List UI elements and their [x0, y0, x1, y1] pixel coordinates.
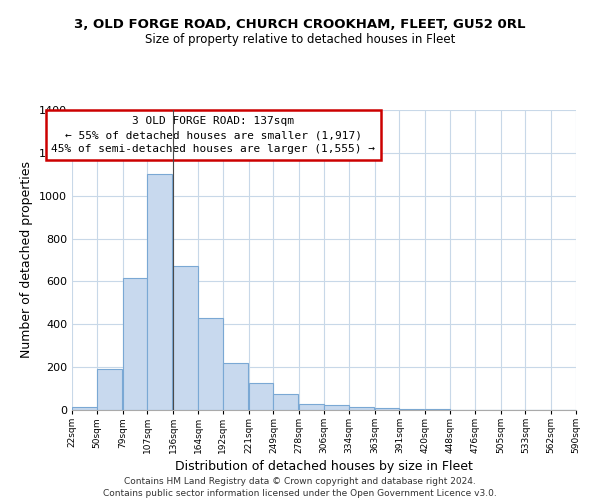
Bar: [374, 408, 400, 410]
Text: Contains public sector information licensed under the Open Government Licence v3: Contains public sector information licen…: [103, 489, 497, 498]
Text: 3, OLD FORGE ROAD, CHURCH CROOKHAM, FLEET, GU52 0RL: 3, OLD FORGE ROAD, CHURCH CROOKHAM, FLEE…: [74, 18, 526, 30]
X-axis label: Distribution of detached houses by size in Fleet: Distribution of detached houses by size …: [175, 460, 473, 473]
Text: Contains HM Land Registry data © Crown copyright and database right 2024.: Contains HM Land Registry data © Crown c…: [124, 478, 476, 486]
Bar: [223, 363, 248, 410]
Bar: [349, 408, 374, 410]
Bar: [400, 409, 424, 410]
Bar: [122, 278, 148, 410]
Bar: [248, 383, 274, 410]
Text: 3 OLD FORGE ROAD: 137sqm
← 55% of detached houses are smaller (1,917)
45% of sem: 3 OLD FORGE ROAD: 137sqm ← 55% of detach…: [51, 116, 375, 154]
Bar: [324, 404, 349, 410]
Bar: [97, 370, 122, 410]
Y-axis label: Number of detached properties: Number of detached properties: [20, 162, 34, 358]
Bar: [198, 318, 223, 410]
Bar: [148, 174, 172, 410]
Bar: [274, 394, 298, 410]
Bar: [72, 407, 97, 410]
Bar: [173, 266, 198, 410]
Bar: [299, 404, 324, 410]
Bar: [425, 409, 450, 410]
Text: Size of property relative to detached houses in Fleet: Size of property relative to detached ho…: [145, 32, 455, 46]
